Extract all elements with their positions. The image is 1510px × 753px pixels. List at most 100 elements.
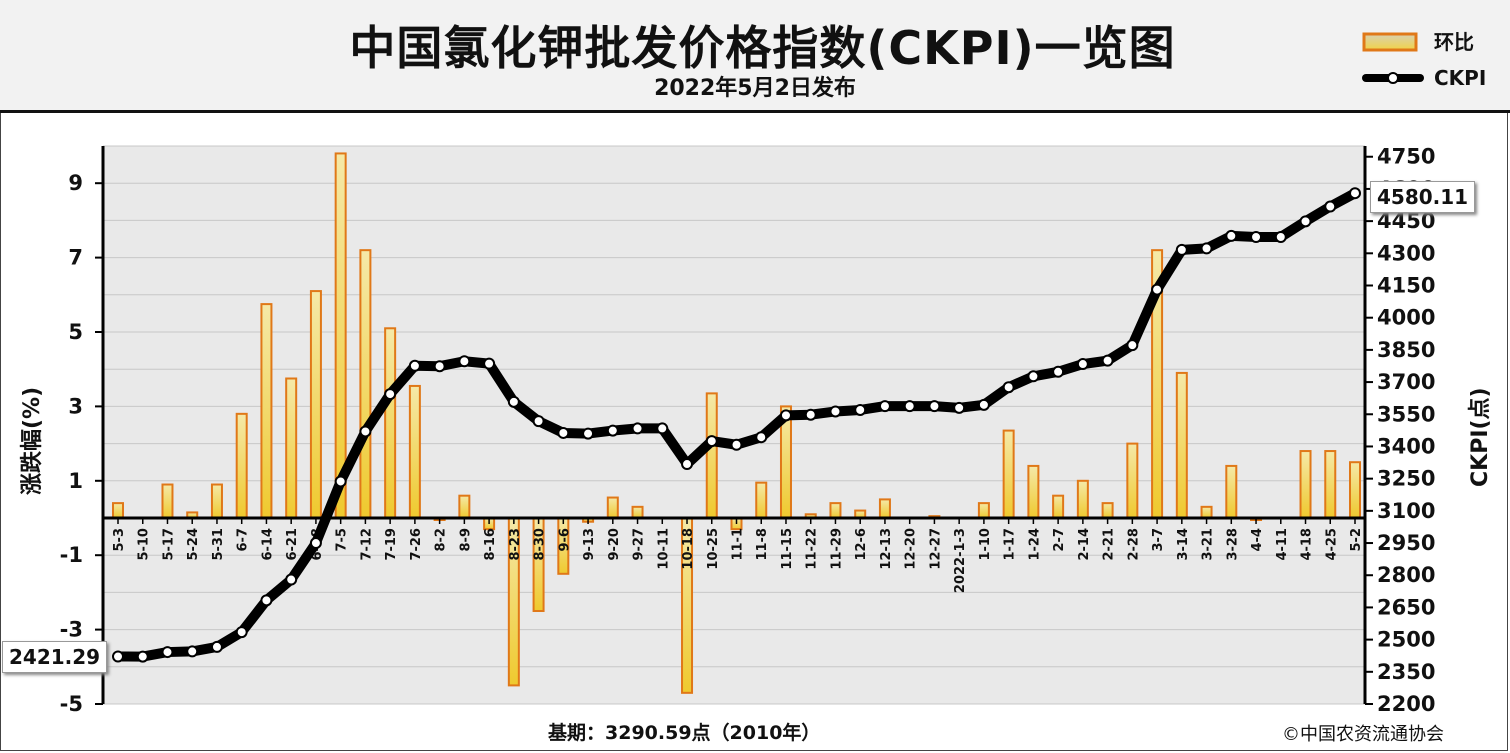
x-tick-label-3-28: 3-28 xyxy=(1225,528,1240,561)
x-tick-label-4-11: 4-11 xyxy=(1275,528,1290,561)
ckpi-point-5-31 xyxy=(210,640,223,653)
legend-item-line: CKPI xyxy=(1362,66,1502,90)
y-tick-label-left: 7 xyxy=(68,246,83,270)
ckpi-point-2022-1-3 xyxy=(953,401,966,414)
legend-line-swatch-icon xyxy=(1362,72,1424,84)
bar-4-25 xyxy=(1324,450,1337,520)
ckpi-point-9-13 xyxy=(582,427,595,440)
x-tick-label-10-18: 10-18 xyxy=(681,528,696,570)
x-tick-label-11-22: 11-22 xyxy=(805,528,820,570)
ckpi-point-4-25 xyxy=(1324,200,1337,213)
ckpi-point-10-25 xyxy=(705,435,718,448)
y-tick-label-right: 2500 xyxy=(1377,628,1435,652)
ckpi-point-12-27 xyxy=(928,400,941,413)
ckpi-point-2-28 xyxy=(1126,339,1139,352)
x-tick-label-9-27: 9-27 xyxy=(632,528,647,561)
y-tick-label-right: 2350 xyxy=(1377,660,1435,684)
bar-1-24 xyxy=(1027,464,1040,520)
y-tick-label-right: 2200 xyxy=(1377,692,1435,716)
x-tick-label-11-29: 11-29 xyxy=(829,528,844,570)
x-tick-label-8-16: 8-16 xyxy=(483,528,498,561)
x-tick-label-4-25: 4-25 xyxy=(1324,528,1339,561)
bar-6-21 xyxy=(285,377,298,519)
ckpi-point-8-9 xyxy=(458,355,471,368)
ckpi-point-7-19 xyxy=(384,388,397,401)
bar-2-7 xyxy=(1052,494,1065,519)
y-tick-label-right: 4450 xyxy=(1377,209,1435,233)
x-tick-label-5-2: 5-2 xyxy=(1349,528,1364,552)
ckpi-point-6-7 xyxy=(235,626,248,639)
y-tick-label-right: 2950 xyxy=(1377,531,1435,555)
bar-5-17 xyxy=(161,483,174,519)
bar-2-14 xyxy=(1076,479,1089,519)
bar-8-9 xyxy=(458,494,471,519)
y-tick-label-right: 3700 xyxy=(1377,370,1435,394)
ckpi-point-3-28 xyxy=(1225,229,1238,242)
x-tick-label-6-21: 6-21 xyxy=(285,528,300,561)
y-tick-label-right: 2800 xyxy=(1377,563,1435,587)
bar-5-3 xyxy=(112,502,124,519)
ckpi-point-9-6 xyxy=(557,426,570,439)
y-tick-label-right: 3400 xyxy=(1377,434,1435,458)
ckpi-point-4-18 xyxy=(1299,215,1312,228)
ckpi-point-12-20 xyxy=(903,400,916,413)
bar-7-26 xyxy=(408,384,421,519)
ckpi-point-12-6 xyxy=(854,403,867,416)
ckpi-point-10-11 xyxy=(656,422,669,435)
y-tick-label-right: 3850 xyxy=(1377,338,1435,362)
x-tick-label-4-18: 4-18 xyxy=(1300,528,1315,561)
bar-6-7 xyxy=(235,412,248,519)
x-tick-label-3-7: 3-7 xyxy=(1151,528,1166,552)
bar-11-8 xyxy=(755,481,768,520)
x-tick-label-6-14: 6-14 xyxy=(260,528,275,561)
bar-6-14 xyxy=(260,303,273,519)
ckpi-point-11-29 xyxy=(829,405,842,418)
footer-base-period: 基期：3290.59点（2010年） xyxy=(548,722,821,744)
x-tick-label-12-20: 12-20 xyxy=(904,528,919,570)
x-tick-label-2-7: 2-7 xyxy=(1052,528,1067,552)
ckpi-point-3-14 xyxy=(1175,243,1188,256)
y-tick-label-right: 4000 xyxy=(1377,306,1435,330)
x-tick-label-2-21: 2-21 xyxy=(1102,528,1117,561)
x-tick-label-2022-1-3: 2022-1-3 xyxy=(953,528,968,593)
x-tick-label-7-26: 7-26 xyxy=(409,528,424,561)
bar-1-10 xyxy=(977,502,990,519)
ckpi-point-5-10 xyxy=(136,650,149,663)
ckpi-point-7-26 xyxy=(408,359,421,372)
y-tick-label-right: 3100 xyxy=(1377,499,1435,523)
bar-6-28 xyxy=(309,290,322,519)
y-tick-label-right: 4300 xyxy=(1377,241,1435,265)
x-tick-label-1-17: 1-17 xyxy=(1003,528,1018,561)
ckpi-point-12-13 xyxy=(878,400,891,413)
bar-5-31 xyxy=(210,483,223,519)
x-tick-label-11-15: 11-15 xyxy=(780,528,795,570)
x-tick-label-5-31: 5-31 xyxy=(211,528,226,561)
bar-3-21 xyxy=(1200,505,1213,519)
y-axis-left-label: 涨跌幅(%) xyxy=(20,386,45,495)
x-tick-label-8-2: 8-2 xyxy=(434,528,449,552)
x-tick-label-11-8: 11-8 xyxy=(755,528,770,561)
first-value-callout: 2421.29 xyxy=(2,641,108,673)
y-tick-label-right: 4150 xyxy=(1377,274,1435,298)
y-tick-label-right: 3550 xyxy=(1377,402,1435,426)
ckpi-point-7-5 xyxy=(334,475,347,488)
y-tick-label-left: 3 xyxy=(68,394,83,418)
y-tick-label-left: -3 xyxy=(60,618,83,642)
legend-bar-label: 环比 xyxy=(1434,30,1474,54)
legend-bar-swatch-icon xyxy=(1362,32,1418,52)
legend: 环比 CKPI xyxy=(1362,30,1502,94)
ckpi-point-2-7 xyxy=(1052,365,1065,378)
x-tick-label-9-20: 9-20 xyxy=(607,528,622,561)
header: 中国氯化钾批发价格指数(CKPI)一览图 2022年5月2日发布 环比 CKPI xyxy=(0,0,1510,113)
x-tick-label-8-30: 8-30 xyxy=(533,528,548,561)
last-value-callout: 4580.11 xyxy=(1370,181,1476,213)
x-tick-label-5-10: 5-10 xyxy=(137,528,152,561)
footer-copyright: ©中国农资流通协会 xyxy=(1282,724,1444,745)
bar-5-2 xyxy=(1349,461,1361,520)
x-tick-label-7-19: 7-19 xyxy=(384,528,399,561)
y-tick-label-left: 5 xyxy=(68,320,83,344)
bar-9-20 xyxy=(606,496,619,520)
x-tick-label-10-25: 10-25 xyxy=(706,528,721,570)
ckpi-point-4-4 xyxy=(1250,230,1263,243)
x-tick-label-2-28: 2-28 xyxy=(1126,528,1141,561)
